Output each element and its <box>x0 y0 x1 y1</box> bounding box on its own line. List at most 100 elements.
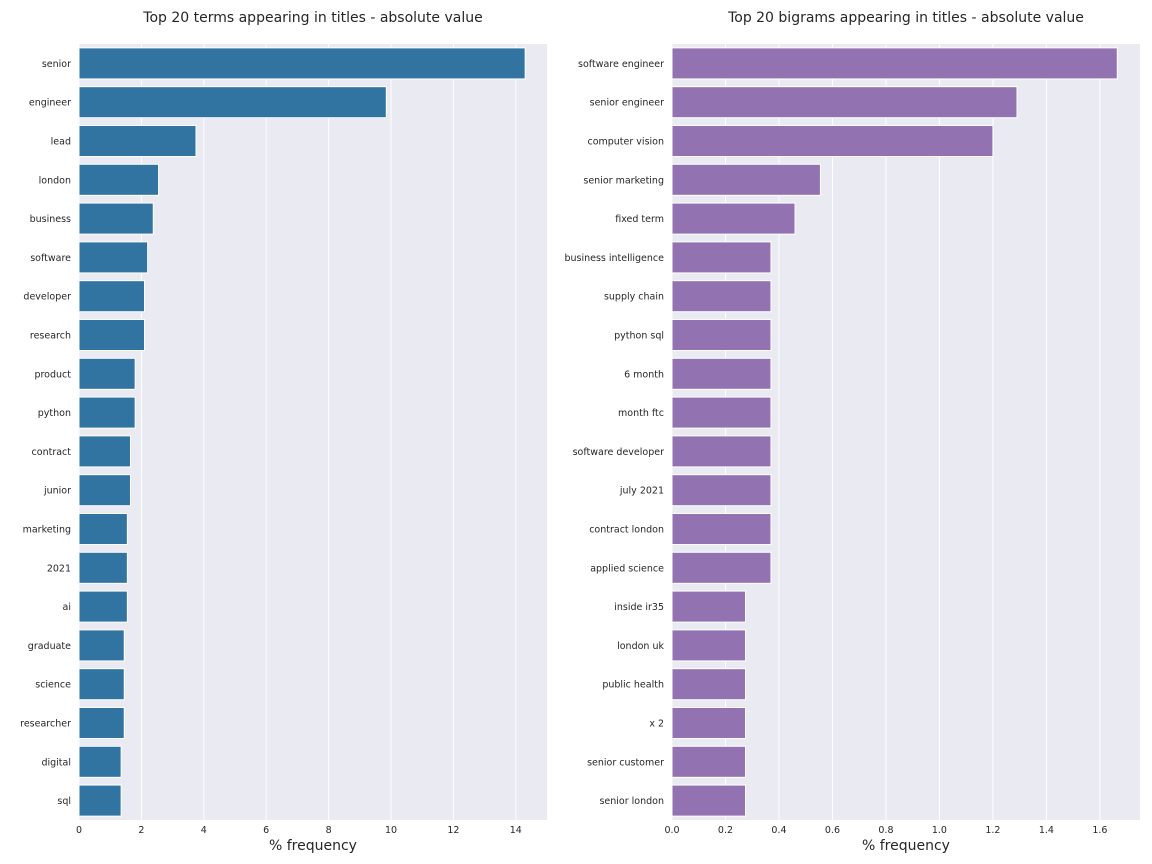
chart-title: Top 20 terms appearing in titles - absol… <box>142 10 482 26</box>
y-tick-label: product <box>34 369 71 380</box>
bar <box>671 551 772 584</box>
bar <box>78 784 122 817</box>
y-tick-label: senior <box>42 59 71 70</box>
bar <box>78 745 122 778</box>
bar <box>671 86 1018 119</box>
x-tick-label: 8 <box>326 825 332 836</box>
bar <box>78 474 131 507</box>
bar <box>671 435 772 468</box>
y-tick-label: contract london <box>589 525 664 536</box>
y-tick-label: london uk <box>617 641 664 652</box>
x-tick-label: 10 <box>385 825 397 836</box>
x-tick-label: 4 <box>201 825 207 836</box>
y-tick-label: research <box>30 331 71 342</box>
y-tick-label: python sql <box>614 331 664 342</box>
bar <box>671 784 747 817</box>
x-tick-label: 0 <box>76 825 82 836</box>
y-tick-label: senior london <box>599 796 664 807</box>
x-tick-label: 0.2 <box>718 825 733 836</box>
plot-area <box>672 44 1140 820</box>
y-tick-labels: senior engineer lead london business software… <box>20 59 71 807</box>
y-tick-label: july 2021 <box>619 486 664 497</box>
bar <box>78 629 125 662</box>
bar <box>671 512 772 546</box>
bar <box>78 318 146 352</box>
y-tick-label: lead <box>51 137 71 148</box>
bars <box>671 47 1118 817</box>
bar <box>671 318 772 352</box>
y-tick-label: software engineer <box>578 59 664 70</box>
bar <box>78 241 149 274</box>
y-tick-label: software <box>30 253 71 264</box>
x-tick-label: 0.8 <box>878 825 893 836</box>
y-tick-label: london <box>39 175 71 186</box>
y-tick-label: public health <box>602 680 664 691</box>
y-tick-label: digital <box>41 757 71 768</box>
y-tick-label: ai <box>63 602 71 613</box>
bar <box>671 202 796 235</box>
x-tick-label: 1.0 <box>932 825 947 836</box>
x-tick-label: 12 <box>447 825 459 836</box>
bar <box>78 47 526 80</box>
x-tick-labels: 0 2 4 6 8 10 12 14 <box>76 825 522 836</box>
y-tick-label: business intelligence <box>564 253 664 264</box>
y-tick-label: senior engineer <box>590 98 664 109</box>
y-tick-label: science <box>35 680 71 691</box>
bar <box>671 745 747 778</box>
chart-title: Top 20 bigrams appearing in titles - abs… <box>727 10 1084 26</box>
bar <box>671 706 747 740</box>
bar <box>78 512 128 546</box>
bars <box>78 47 526 817</box>
x-tick-label: 6 <box>263 825 269 836</box>
bar <box>78 435 131 468</box>
y-tick-label: inside ir35 <box>614 602 664 613</box>
y-tick-label: software developer <box>573 447 664 458</box>
bar <box>78 202 154 235</box>
x-tick-label: 14 <box>510 825 522 836</box>
bar <box>671 629 747 662</box>
x-tick-labels: 0.0 0.2 0.4 0.6 0.8 1.0 1.2 1.4 1.6 <box>664 825 1107 836</box>
y-tick-label: x 2 <box>649 719 664 730</box>
bar <box>671 668 747 701</box>
bar <box>78 396 136 429</box>
bar <box>671 124 994 158</box>
y-tick-label: month ftc <box>618 408 664 419</box>
y-tick-label: researcher <box>20 719 71 730</box>
x-axis-label: % frequency <box>862 838 950 854</box>
y-tick-label: marketing <box>23 525 71 536</box>
bar <box>671 474 772 507</box>
bigrams-chart: Top 20 bigrams appearing in titles - abs… <box>564 10 1140 854</box>
y-tick-label: senior customer <box>587 757 664 768</box>
bar <box>78 124 197 158</box>
bar <box>671 47 1118 80</box>
bar <box>671 590 747 623</box>
x-axis-label: % frequency <box>269 838 357 854</box>
y-tick-label: sql <box>57 796 71 807</box>
bar <box>671 357 772 390</box>
x-tick-label: 1.6 <box>1092 825 1107 836</box>
bar <box>78 706 125 740</box>
y-tick-label: 2021 <box>47 563 71 574</box>
bar <box>671 241 772 274</box>
y-tick-label: engineer <box>29 98 71 109</box>
plot-area <box>79 44 547 820</box>
bar <box>78 163 160 196</box>
bar <box>671 163 821 196</box>
x-tick-label: 1.2 <box>985 825 1000 836</box>
y-tick-label: supply chain <box>604 292 664 303</box>
y-tick-label: contract <box>32 447 72 458</box>
y-tick-label: applied science <box>590 563 664 574</box>
bar <box>78 551 128 584</box>
bar <box>671 280 772 313</box>
bar <box>78 668 125 701</box>
bar <box>78 280 146 313</box>
bar <box>78 86 387 119</box>
x-tick-label: 0.0 <box>664 825 679 836</box>
x-tick-label: 2 <box>138 825 144 836</box>
terms-chart: Top 20 terms appearing in titles - absol… <box>20 10 547 854</box>
y-tick-label: fixed term <box>615 214 664 225</box>
y-tick-label: developer <box>23 292 71 303</box>
y-tick-label: junior <box>43 486 71 497</box>
y-tick-label: 6 month <box>624 369 664 380</box>
